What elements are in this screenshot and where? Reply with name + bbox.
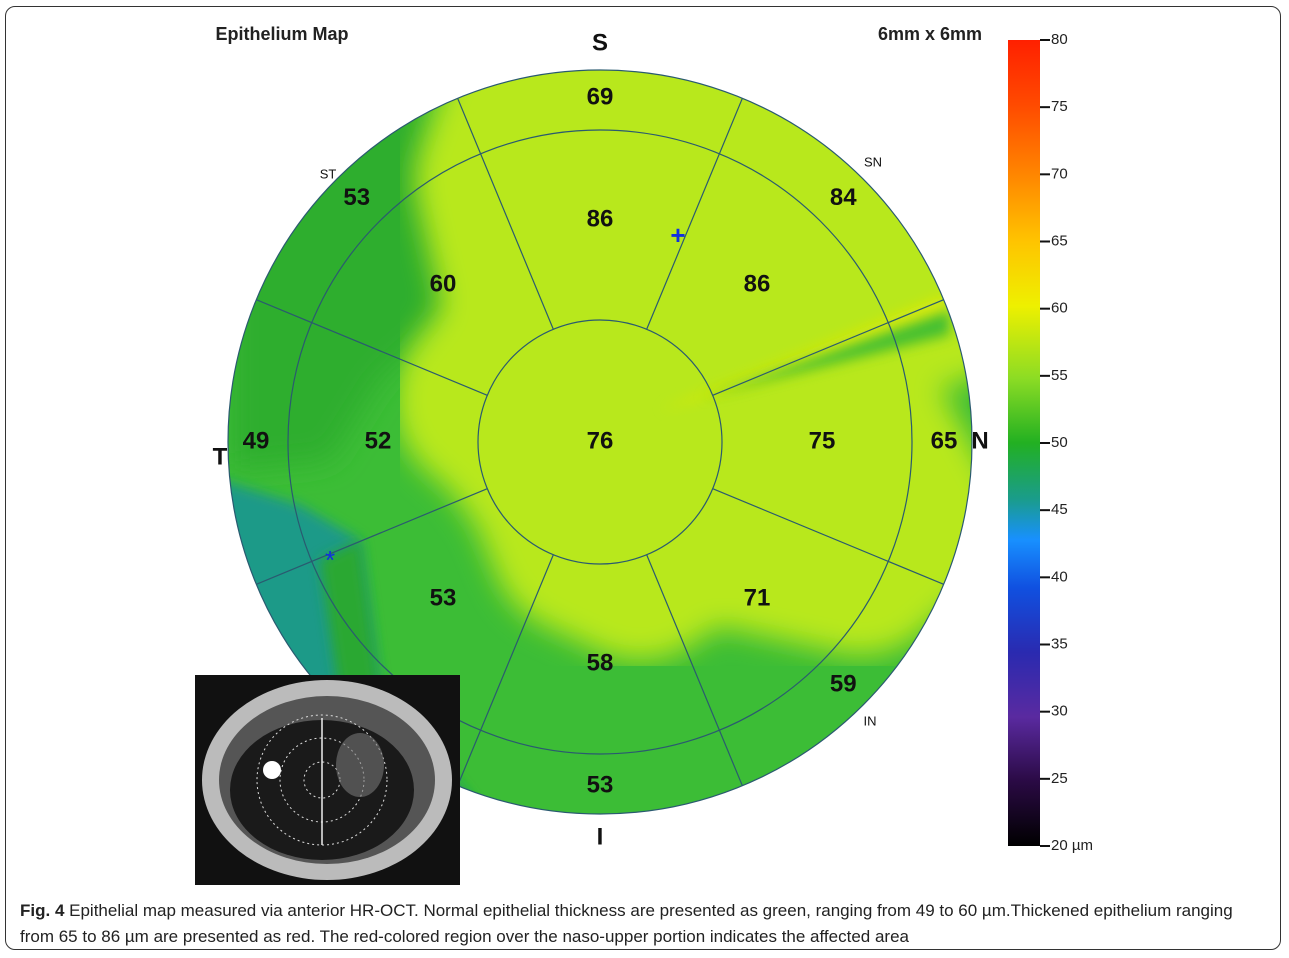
scale-label: 50 <box>1051 434 1068 451</box>
marker: + <box>670 220 685 250</box>
direction-label: N <box>971 427 988 454</box>
inner-value: 53 <box>430 584 457 611</box>
caption-text: Epithelial map measured via anterior HR-… <box>20 901 1233 946</box>
outer-value: 65 <box>931 427 958 454</box>
caption: Fig. 4 Epithelial map measured via anter… <box>20 898 1270 950</box>
eye-photo-inset <box>195 675 460 885</box>
epithelium-map: * + Epithelium Map 6mm x 6mm 76 86 86 75 71 5… <box>0 0 1289 958</box>
center-value: 76 <box>587 427 614 454</box>
direction-label: IN <box>864 713 877 728</box>
outer-value: 53 <box>343 184 370 211</box>
outer-value: 49 <box>243 427 270 454</box>
caption-label: Fig. 4 <box>20 901 64 920</box>
inner-value: 58 <box>587 649 614 676</box>
scale-label: 55 <box>1051 367 1068 384</box>
inner-value: 71 <box>744 584 771 611</box>
inner-value: 60 <box>430 270 457 297</box>
scale-label: 45 <box>1051 501 1068 518</box>
color-scale <box>1008 40 1040 846</box>
inner-value: 52 <box>365 427 392 454</box>
direction-label: ST <box>320 166 337 181</box>
scale-label: 70 <box>1051 165 1068 182</box>
figure: * + Epithelium Map 6mm x 6mm 76 86 86 75 71 5… <box>0 0 1289 958</box>
map-title: Epithelium Map <box>215 24 348 44</box>
scale-label: 35 <box>1051 635 1068 652</box>
inner-value: 86 <box>587 205 614 232</box>
scale-label: 30 <box>1051 703 1068 720</box>
scale-label: 20 µm <box>1051 837 1093 854</box>
inner-value: 75 <box>809 427 836 454</box>
direction-label: I <box>597 823 604 850</box>
outer-value: 59 <box>830 671 857 698</box>
inner-value: 86 <box>744 270 771 297</box>
outer-value: 53 <box>587 771 614 798</box>
scale-label: 60 <box>1051 300 1068 317</box>
scale-label: 40 <box>1051 568 1068 585</box>
direction-label: S <box>592 29 608 56</box>
outer-value: 84 <box>830 184 857 211</box>
direction-label: T <box>213 443 228 470</box>
map-size: 6mm x 6mm <box>878 24 982 44</box>
scale-label: 65 <box>1051 232 1068 249</box>
marker: * <box>325 545 335 575</box>
scale-label: 80 <box>1051 31 1068 48</box>
scale-label: 25 <box>1051 770 1068 787</box>
scale-label: 75 <box>1051 98 1068 115</box>
direction-label: SN <box>864 154 882 169</box>
outer-value: 69 <box>587 83 614 110</box>
